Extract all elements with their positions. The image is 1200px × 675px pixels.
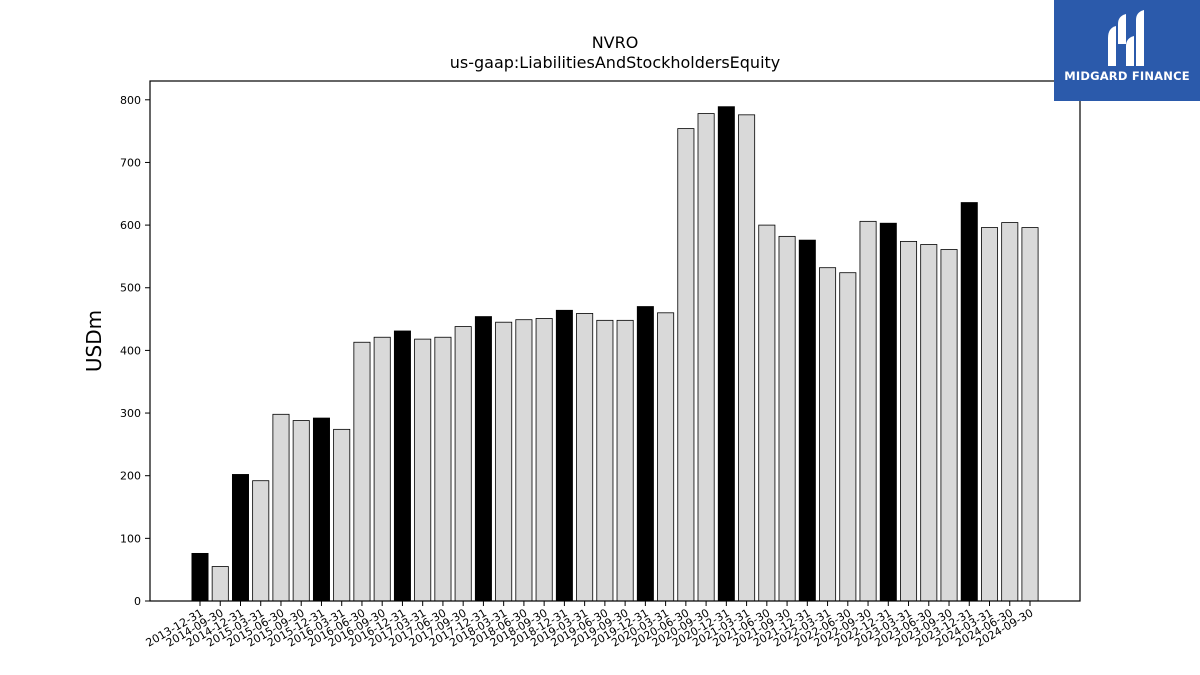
bar-2020-09-30 bbox=[697, 113, 715, 602]
bars-group bbox=[191, 106, 1039, 602]
bar-2020-03-31 bbox=[657, 312, 675, 602]
bar-2017-06-30 bbox=[434, 336, 452, 602]
bar-2017-12-31 bbox=[474, 316, 492, 602]
bar-2022-03-31 bbox=[819, 267, 837, 602]
bar-2015-09-30 bbox=[292, 420, 310, 602]
bar-2022-06-30 bbox=[839, 272, 857, 602]
y-tick-label: 800 bbox=[120, 94, 141, 107]
bar-2017-03-31 bbox=[414, 338, 432, 602]
chart-subtitle: us-gaap:LiabilitiesAndStockholdersEquity bbox=[450, 53, 781, 72]
bar-2022-12-31 bbox=[879, 222, 897, 602]
bar-2021-03-31 bbox=[738, 114, 756, 602]
bar-2015-06-30 bbox=[272, 413, 290, 602]
y-axis-label: USDm bbox=[82, 310, 106, 372]
bar-2013-12-31 bbox=[191, 552, 209, 602]
bar-2017-09-30 bbox=[454, 326, 472, 602]
bar-2014-12-31 bbox=[231, 474, 249, 602]
y-tick-label: 200 bbox=[120, 470, 141, 483]
bar-2019-09-30 bbox=[616, 319, 634, 602]
bar-2016-03-31 bbox=[333, 428, 351, 602]
bar-2015-12-31 bbox=[312, 417, 330, 602]
bar-2019-12-31 bbox=[636, 306, 654, 602]
y-tick-label: 300 bbox=[120, 407, 141, 420]
bar-2024-09-30 bbox=[1021, 227, 1039, 602]
bar-2021-12-31 bbox=[798, 239, 816, 602]
logo-text: MIDGARD FINANCE bbox=[1064, 69, 1190, 83]
bar-2024-03-31 bbox=[981, 227, 999, 602]
y-tick-label: 400 bbox=[120, 344, 141, 357]
bar-2024-06-30 bbox=[1001, 222, 1019, 602]
y-tick-label: 600 bbox=[120, 219, 141, 232]
bar-2019-06-30 bbox=[596, 319, 614, 602]
bar-2016-06-30 bbox=[353, 341, 371, 602]
bar-2020-12-31 bbox=[717, 106, 735, 602]
bar-2023-09-30 bbox=[940, 249, 958, 602]
midgard-finance-logo: MIDGARD FINANCE bbox=[1054, 0, 1200, 101]
bar-2018-06-30 bbox=[515, 319, 533, 602]
logo-mark-icon bbox=[1108, 10, 1144, 66]
y-tick-label: 700 bbox=[120, 156, 141, 169]
bar-2023-12-31 bbox=[960, 202, 978, 602]
plot-frame bbox=[149, 80, 1081, 602]
bar-2016-09-30 bbox=[373, 336, 391, 602]
y-tick-label: 100 bbox=[120, 532, 141, 545]
chart-title: NVRO bbox=[592, 33, 639, 52]
y-tick-label: 500 bbox=[120, 282, 141, 295]
bar-2016-12-31 bbox=[393, 330, 411, 602]
bar-2018-12-31 bbox=[555, 309, 573, 602]
bar-2018-03-31 bbox=[495, 321, 513, 602]
bar-2018-09-30 bbox=[535, 318, 553, 602]
x-axis-ticks: 2013-12-312014-09-302014-12-312015-03-31… bbox=[144, 601, 1036, 650]
bar-2022-09-30 bbox=[859, 220, 877, 602]
bar-2023-03-31 bbox=[900, 240, 918, 602]
y-axis-ticks: 0 100 200 300 400 500 600 700 800 bbox=[120, 94, 150, 608]
bar-2020-06-30 bbox=[677, 128, 695, 602]
bar-2021-09-30 bbox=[778, 235, 796, 602]
bar-2015-03-31 bbox=[252, 480, 270, 602]
bar-2014-09-30 bbox=[211, 566, 229, 602]
bar-2023-06-30 bbox=[920, 244, 938, 602]
bar-2019-03-31 bbox=[576, 313, 594, 602]
y-tick-label: 0 bbox=[134, 595, 141, 608]
bar-2021-06-30 bbox=[758, 224, 776, 602]
